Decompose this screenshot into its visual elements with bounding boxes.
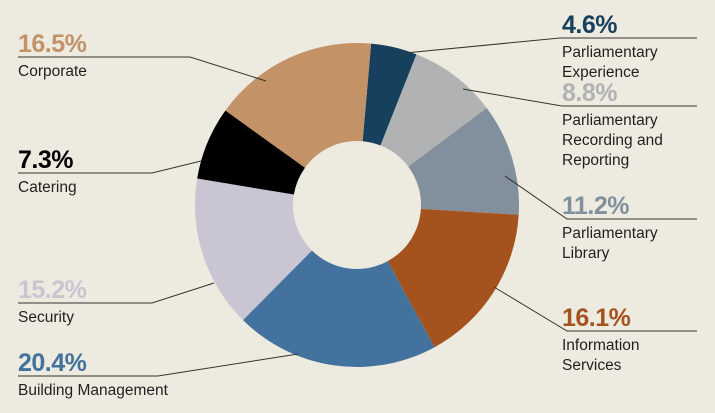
name-security: Security	[18, 309, 74, 326]
slice-parliamentary-experience	[362, 43, 417, 146]
slice-information-services	[387, 208, 519, 348]
percent-information-services: 16.1%	[562, 304, 631, 332]
label-building-management: 20.4% Building Management	[18, 351, 253, 401]
name-parliamentary-experience: Parliamentary Experience	[562, 44, 658, 81]
leader-line-security	[18, 282, 215, 304]
percent-parliamentary-library: 11.2%	[562, 192, 630, 220]
label-catering: 7.3% Catering	[18, 148, 253, 198]
leader-line-information-services	[493, 286, 697, 332]
label-information-services: 16.1% Information Services	[562, 306, 694, 376]
name-building-management: Building Management	[18, 382, 168, 399]
percent-building-management: 20.4%	[18, 349, 87, 377]
leader-line-corporate	[18, 56, 267, 82]
percent-corporate: 16.5%	[18, 30, 87, 58]
slice-security	[195, 178, 312, 321]
slice-catering	[197, 110, 305, 195]
percent-parliamentary-recording-and-reporting: 8.8%	[562, 79, 617, 107]
label-parliamentary-experience: 4.6% Parliamentary Experience	[562, 13, 694, 83]
label-parliamentary-recording-and-reporting: 8.8% Parliamentary Recording and Reporti…	[562, 81, 694, 171]
name-information-services: Information Services	[562, 337, 640, 374]
slice-parliamentary-recording-and-reporting	[380, 54, 487, 167]
slice-building-management	[242, 250, 435, 368]
leader-line-parliamentary-library	[504, 175, 697, 220]
label-parliamentary-library: 11.2% Parliamentary Library	[562, 194, 694, 264]
leader-line-building-management	[18, 353, 299, 377]
percent-security: 15.2%	[18, 276, 87, 304]
percent-catering: 7.3%	[18, 146, 73, 174]
name-parliamentary-library: Parliamentary Library	[562, 225, 658, 262]
leader-line-parliamentary-recording-and-reporting	[462, 88, 697, 107]
name-corporate: Corporate	[18, 63, 87, 80]
leader-line-parliamentary-experience	[404, 37, 697, 54]
slice-corporate	[225, 43, 372, 168]
name-parliamentary-recording-and-reporting: Parliamentary Recording and Reporting	[562, 112, 663, 169]
slice-parliamentary-library	[408, 107, 519, 215]
label-security: 15.2% Security	[18, 278, 253, 328]
percent-parliamentary-experience: 4.6%	[562, 11, 617, 39]
name-catering: Catering	[18, 179, 77, 196]
leader-line-catering	[18, 160, 202, 174]
label-corporate: 16.5% Corporate	[18, 32, 253, 82]
